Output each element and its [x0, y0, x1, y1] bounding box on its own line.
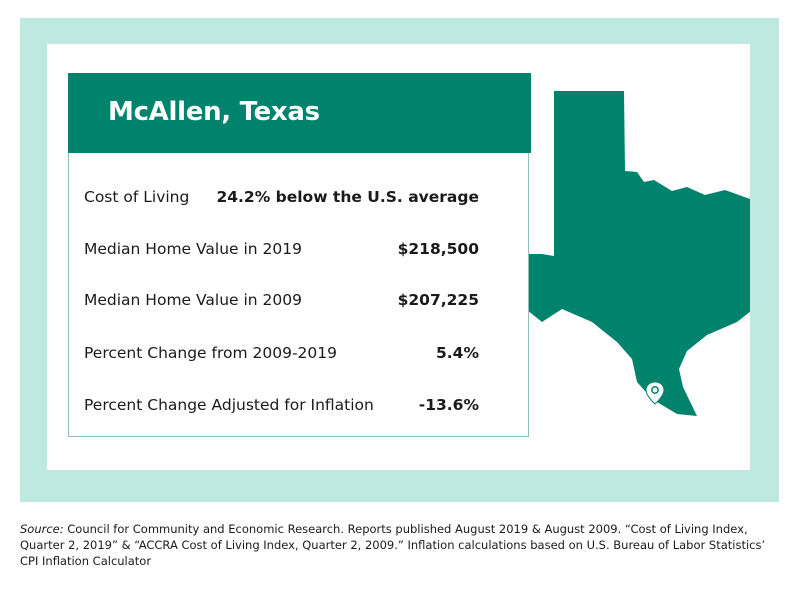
- median-home-value-2019-row: Median Home Value in 2019 $218,500: [84, 240, 479, 264]
- texas-map: [487, 91, 750, 416]
- stat-value: 5.4%: [436, 344, 479, 362]
- city-title: McAllen, Texas: [108, 97, 320, 127]
- stat-label: Median Home Value in 2009: [84, 291, 302, 309]
- source-lead: Source:: [20, 522, 64, 536]
- inflation-adjusted-change-row: Percent Change Adjusted for Inflation -1…: [84, 396, 479, 420]
- stat-label: Median Home Value in 2019: [84, 240, 302, 258]
- infographic-panel: McAllen, Texas Cost of Living 24.2% belo…: [47, 44, 750, 470]
- source-text: Council for Community and Economic Resea…: [20, 522, 766, 568]
- stat-label: Cost of Living: [84, 188, 190, 206]
- percent-change-row: Percent Change from 2009-2019 5.4%: [84, 344, 479, 368]
- stat-value: 24.2% below the U.S. average: [216, 188, 479, 206]
- stats-card: McAllen, Texas Cost of Living 24.2% belo…: [68, 73, 531, 437]
- stat-value: $207,225: [397, 291, 479, 309]
- stat-label: Percent Change Adjusted for Inflation: [84, 396, 374, 414]
- map-pin-icon: [645, 381, 665, 405]
- source-note: Source: Council for Community and Econom…: [20, 521, 785, 569]
- stat-value: $218,500: [397, 240, 479, 258]
- median-home-value-2009-row: Median Home Value in 2009 $207,225: [84, 291, 479, 315]
- stat-value: -13.6%: [418, 396, 479, 414]
- stat-label: Percent Change from 2009-2019: [84, 344, 338, 362]
- texas-shape: [487, 91, 750, 416]
- cost-of-living-row: Cost of Living 24.2% below the U.S. aver…: [84, 188, 479, 212]
- card-header: McAllen, Texas: [68, 73, 531, 153]
- infographic-frame: McAllen, Texas Cost of Living 24.2% belo…: [20, 18, 779, 502]
